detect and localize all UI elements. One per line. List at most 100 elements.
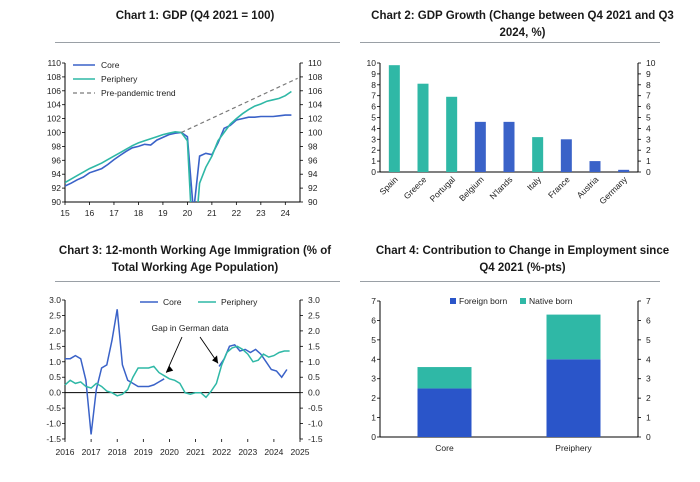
chart-1-y-tick-left: 110 [47,58,61,68]
chart-3-y-tick-right: 3.0 [308,295,320,305]
chart-3-y-tick-left: 3.0 [49,295,61,305]
chart-1-x-tick: 23 [256,208,266,218]
chart-1-legend-label-0: Core [101,60,120,70]
chart-1-x-tick: 21 [207,208,217,218]
chart-2-x-tick: Italy [525,174,544,193]
chart-1-title: Chart 1: GDP (Q4 2021 = 100) [115,10,275,22]
chart-2-bar [503,121,515,172]
chart-3-svg: -1.5 -1.5 -1.0 -1.0 -0.5 -0.5 0.0 0.0 0.5 0.5 1.0 1… [46,295,323,457]
chart-1-x-tick: 18 [134,208,144,218]
chart-1-y-tick-right: 98 [308,141,318,151]
chart-2-y-tick-right: 1 [646,156,651,166]
chart-1-legend-label-1: Periphery [101,74,138,84]
chart-1-y-tick-right: 94 [308,169,318,179]
chart-4-y-tick-right: 2 [646,393,651,403]
chart-1-x-tick: 24 [281,208,291,218]
chart-4-y-tick-right: 5 [646,335,651,345]
chart-1-x-tick: 15 [60,208,70,218]
chart-4-y-tick-right: 3 [646,374,651,384]
chart-2-title: Chart 2: GDP Growth (Change between Q4 2… [371,10,674,39]
chart-2-y-tick-right: 0 [646,167,651,177]
chart-3-y-tick-right: 1.0 [308,357,320,367]
chart-2-y-tick-left: 4 [371,123,376,133]
chart-3-y-tick-right: -1.0 [308,419,323,429]
chart-4-bar-native [417,367,472,389]
chart-3-x-tick: 2019 [134,447,153,457]
chart-2-y-tick-left: 3 [371,134,376,144]
chart-2-x-tick: Germany [597,174,629,206]
chart-3-x-tick: 2016 [56,447,75,457]
chart-3-x-tick: 2020 [160,447,179,457]
chart-3-panel: Chart 3: 12-month Working Age Immigratio… [46,238,340,482]
chart-3-y-tick-left: -0.5 [46,403,61,413]
chart-1-x-tick: 22 [232,208,242,218]
chart-2-x-tick: France [546,174,572,200]
chart-3-x-tick: 2018 [108,447,127,457]
chart-1-x-tick: 19 [158,208,168,218]
chart-1-y-tick-left: 104 [47,100,61,110]
chart-1-x-tick: 16 [85,208,95,218]
chart-4-top-rule [360,281,660,282]
chart-3-y-tick-left: -1.5 [46,434,61,444]
chart-4-bar-foreign [546,359,601,437]
chart-4-y-tick-right: 0 [646,432,651,442]
chart-4-bar-native [546,314,601,360]
chart-4-legend-label-0: Foreign born [459,296,507,306]
chart-4-y-tick-left: 1 [371,413,376,423]
chart-3-annotation-arrowhead-left [166,365,174,373]
chart-4-legend-swatch-0 [450,298,456,304]
chart-4-legend-label-1: Native born [529,296,573,306]
chart-3-y-tick-left: 0.0 [49,388,61,398]
chart-3-series-core [218,343,288,379]
chart-2-y-tick-right: 4 [646,123,651,133]
chart-1-y-tick-right: 102 [308,114,322,124]
chart-1-top-rule [55,42,340,43]
chart-1-series-periphery [65,90,292,202]
chart-2-bar [560,139,572,172]
chart-4-y-tick-left: 0 [371,432,376,442]
chart-3-top-rule [55,281,340,282]
chart-4-y-tick-left: 2 [371,393,376,403]
chart-1-y-tick-left: 96 [52,155,62,165]
chart-4-y-tick-right: 1 [646,413,651,423]
chart-3-y-tick-left: 0.5 [49,372,61,382]
chart-2-x-tick: Spain [377,174,400,197]
chart-2-x-tick: Austria [575,174,601,200]
chart-2-x-tick: Belgium [457,174,486,203]
chart-1-y-tick-left: 98 [52,141,62,151]
chart-3-y-tick-left: 1.0 [49,357,61,367]
chart-4-svg: 0 0 1 1 2 2 3 3 4 4 5 5 6 6 7 7 Core Preiphery Foreign bor… [371,296,651,453]
chart-2-y-tick-right: 5 [646,113,651,123]
chart-2-y-tick-left: 8 [371,80,376,90]
chart-1-y-tick-right: 100 [308,128,322,138]
chart-3-y-tick-left: 2.0 [49,326,61,336]
chart-3-title: Chart 3: 12-month Working Age Immigratio… [58,245,332,274]
chart-3-y-tick-right: 2.0 [308,326,320,336]
chart-4-y-tick-right: 7 [646,296,651,306]
chart-3-annotation: Gap in German data [151,323,228,333]
chart-2-panel: Chart 2: GDP Growth (Change between Q4 2… [355,0,690,230]
chart-1-y-tick-left: 106 [47,86,61,96]
chart-4-y-tick-left: 3 [371,374,376,384]
chart-3-y-tick-right: 2.5 [308,310,320,320]
chart-1-y-tick-right: 90 [308,197,318,207]
chart-1-series-trend [181,77,298,134]
chart-1-y-tick-right: 108 [308,72,322,82]
chart-3-annotation-arrowhead-right [212,355,219,364]
chart-3-x-tick: 2023 [238,447,257,457]
chart-3-y-tick-right: -1.5 [308,434,323,444]
chart-1-y-tick-left: 100 [47,128,61,138]
chart-4-y-tick-left: 4 [371,354,376,364]
chart-2-y-tick-left: 0 [371,167,376,177]
chart-3-legend-label-1: Periphery [221,297,258,307]
chart-4-y-tick-left: 6 [371,315,376,325]
chart-2-y-tick-left: 6 [371,102,376,112]
chart-1-svg: 90 90 92 92 94 94 96 96 98 98 100 100 102 102 104 104 10… [47,58,323,218]
chart-2-y-tick-right: 10 [646,58,656,68]
chart-4-panel: Chart 4: Contribution to Change in Emplo… [355,238,690,482]
chart-2-y-tick-right: 9 [646,69,651,79]
chart-2-y-tick-left: 7 [371,91,376,101]
chart-3-y-tick-left: -1.0 [46,419,61,429]
chart-4-bar-foreign [417,388,472,437]
chart-2-bar [388,65,400,172]
